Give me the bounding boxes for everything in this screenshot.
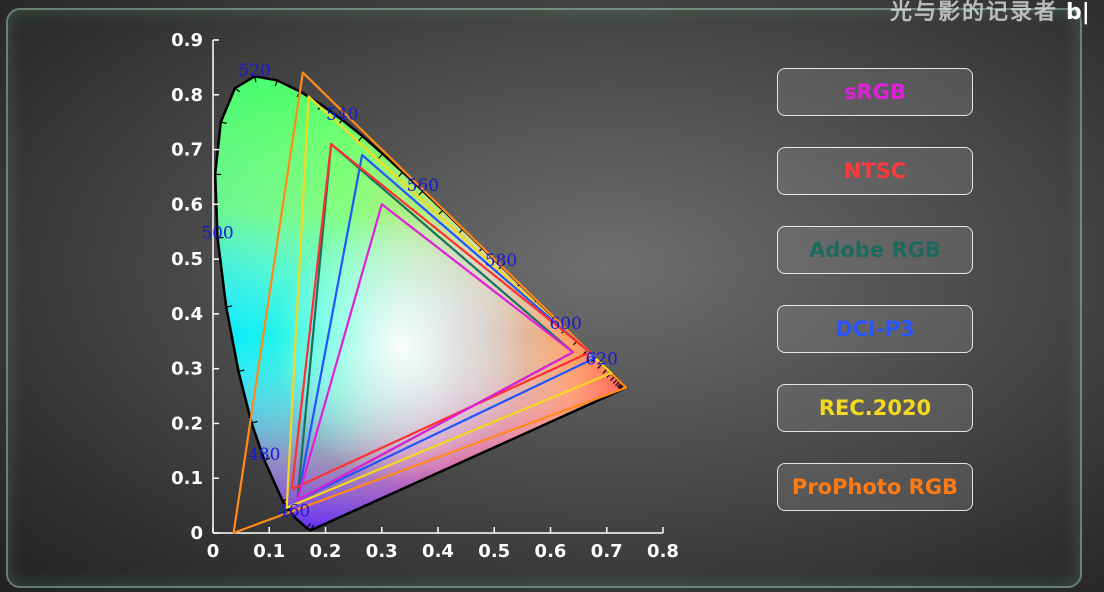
locus-fill [215,76,627,531]
legend-button-srgb[interactable]: sRGB [777,68,973,116]
gamut-prophoto-rgb [232,71,628,535]
y-tick-label: 0.4 [171,304,203,325]
locus-tick [234,87,241,93]
y-tick-label: 0.9 [171,30,203,51]
x-tick-label: 0 [207,541,220,562]
locus-tick [378,153,384,159]
wavelength-label: 480 [248,445,280,465]
locus-tick [238,369,245,372]
y-tick-label: 0.5 [171,249,203,270]
gamut-dci-p3 [296,153,597,502]
wavelength-label: 540 [326,105,358,125]
wavelength-label: 560 [407,176,439,196]
locus-tick [358,135,363,142]
y-tick-label: 0 [190,523,203,544]
wavelength-label: 500 [201,223,233,243]
wavelength-label: 600 [549,314,581,334]
legend-button-ntsc[interactable]: NTSC [777,147,973,195]
legend-button-dci-p3[interactable]: DCI-P3 [777,305,973,353]
x-tick-label: 0.7 [591,541,623,562]
frame [6,8,1082,588]
legend-label: ProPhoto RGB [791,475,959,499]
y-tick-label: 0.1 [171,468,203,489]
legend-label: Adobe RGB [809,238,941,262]
locus-tick [310,524,315,531]
locus-tick [220,121,227,124]
wavelength-label: 460 [278,502,310,522]
locus-tick [226,305,233,308]
locus-tick [274,80,278,87]
x-tick-label: 0.4 [422,541,454,562]
legend-button-prophoto-rgb[interactable]: ProPhoto RGB [777,463,973,511]
wavelength-label: 580 [485,251,517,271]
wavelength-label: 620 [585,349,617,369]
gamut-srgb [296,203,575,502]
x-tick-label: 0.6 [535,541,567,562]
y-tick-label: 0.3 [171,359,203,380]
locus-tick [306,523,311,529]
locus-tick [438,209,444,215]
locus-tick [254,76,257,83]
gamut-rec-2020 [285,95,613,509]
x-tick-label: 0.2 [310,541,342,562]
locus-tick [418,190,424,196]
legend-label: NTSC [843,159,907,183]
legend-label: DCI-P3 [835,317,915,341]
legend-button-adobe-rgb[interactable]: Adobe RGB [777,226,973,274]
x-tick-label: 0.1 [253,541,285,562]
locus-tick [398,171,404,177]
gamut-ntsc [290,143,592,491]
y-tick-label: 0.6 [171,194,203,215]
bilibili-logo-icon: b| [1066,0,1090,25]
wavelength-label: 520 [238,61,270,81]
y-tick-label: 0.2 [171,413,203,434]
legend-button-rec-2020[interactable]: REC.2020 [777,384,973,432]
legend-label: REC.2020 [818,396,932,420]
x-tick-label: 0.3 [366,541,398,562]
locus-tick [264,457,271,461]
legend-label: sRGB [844,80,906,104]
watermark: 光与影的记录者 [889,0,1058,25]
locus-tick [251,420,258,424]
y-tick-label: 0.7 [171,140,203,161]
y-tick-label: 0.8 [171,85,203,106]
x-tick-label: 0.5 [478,541,510,562]
locus-tick [293,512,299,518]
x-tick-label: 0.8 [647,541,679,562]
